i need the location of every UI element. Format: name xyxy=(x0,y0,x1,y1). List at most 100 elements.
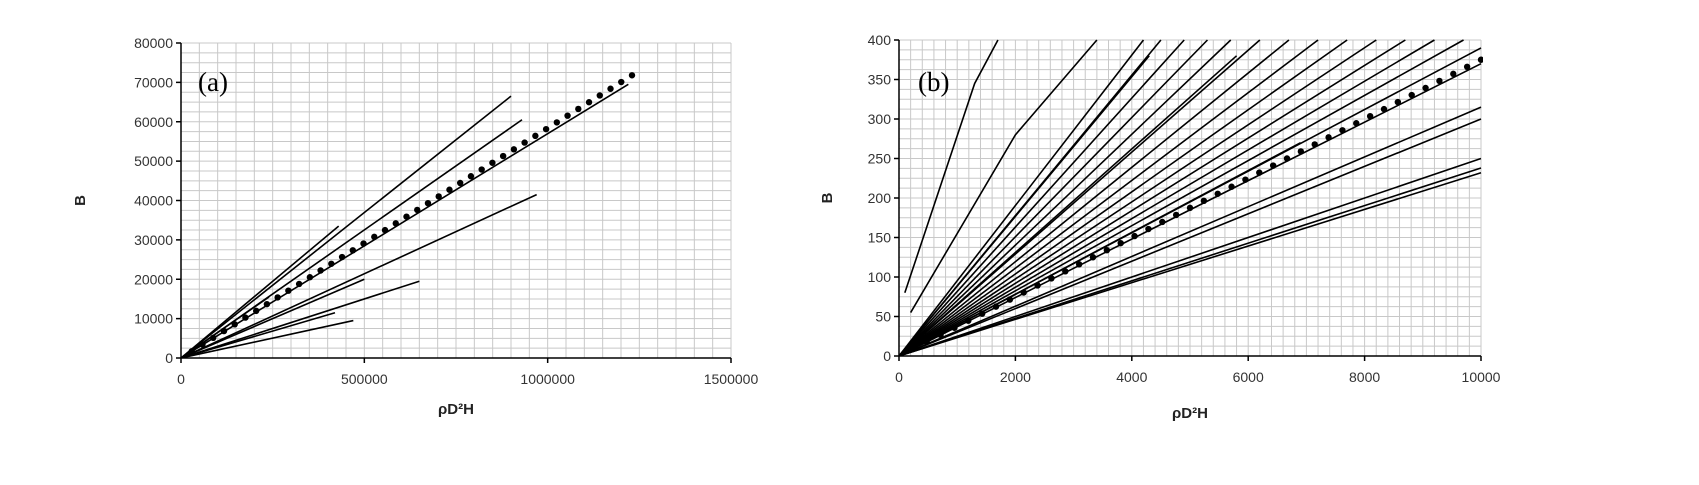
fitted-curve-point xyxy=(414,206,421,214)
fitted-curve-point xyxy=(1311,141,1318,148)
fitted-curve-point xyxy=(564,112,571,119)
y-tick-label: 350 xyxy=(868,72,892,88)
y-tick-label: 400 xyxy=(868,32,892,48)
y-tick-label: 50 xyxy=(875,309,891,325)
fitted-curve-point xyxy=(231,321,238,328)
series-line-5 xyxy=(899,39,1185,356)
fitted-curve-point xyxy=(596,92,603,99)
series-line-25 xyxy=(899,55,1238,356)
fitted-curve-point xyxy=(499,152,507,160)
fitted-curve-point xyxy=(435,193,442,200)
fitted-curve-point xyxy=(285,287,292,294)
fitted-curve-point xyxy=(489,159,496,166)
fitted-curve-point xyxy=(199,341,206,348)
fitted-curve-point xyxy=(1325,134,1332,141)
fitted-curve-point xyxy=(1269,162,1277,169)
x-tick-label: 500000 xyxy=(341,371,388,387)
series-line-8 xyxy=(181,280,420,358)
series-line-23 xyxy=(899,171,1482,356)
fitted-curve-point xyxy=(328,260,335,267)
series-line-9 xyxy=(899,39,1290,356)
series-line-14 xyxy=(899,39,1435,356)
fitted-curve-point xyxy=(381,226,389,234)
fitted-curve-point xyxy=(1228,183,1235,190)
fitted-curve-point xyxy=(510,146,518,153)
series-line-21 xyxy=(899,157,1482,356)
y-tick-label: 40000 xyxy=(134,193,173,209)
fitted-curve-point xyxy=(1394,98,1402,106)
fitted-curve-point xyxy=(338,253,346,261)
series-group xyxy=(181,72,636,358)
fitted-curve-point xyxy=(1450,70,1457,78)
y-tick-label: 80000 xyxy=(134,35,173,51)
series-line-15 xyxy=(899,39,1464,356)
y-tick-label: 100 xyxy=(868,269,892,285)
fitted-curve-point xyxy=(1353,120,1360,127)
fitted-curve-point xyxy=(978,310,986,317)
fitted-curve-point xyxy=(585,99,593,106)
x-tick-label: 1000000 xyxy=(520,371,575,387)
y-tick-label: 200 xyxy=(868,190,892,206)
y-tick-label: 50000 xyxy=(134,153,173,169)
series-line-5 xyxy=(181,193,538,358)
x-tick-label: 4000 xyxy=(1116,369,1147,385)
fitted-curve-point xyxy=(542,125,550,133)
x-tick-label: 10000 xyxy=(1462,369,1501,385)
fitted-curve-point xyxy=(1034,282,1041,289)
fitted-curve-point xyxy=(467,173,475,180)
fitted-curve-point xyxy=(607,85,614,92)
fitted-curve-point xyxy=(317,267,324,274)
series-line-12 xyxy=(899,39,1377,356)
chart-panel-a: 0 10000 20000 30000 40000 50000 60000 70000 8000… xyxy=(72,35,758,418)
fitted-curve-point xyxy=(553,119,561,126)
y-tick-label: 60000 xyxy=(134,114,173,130)
fitted-curve-point xyxy=(1020,289,1027,296)
x-tick-label: 2000 xyxy=(1000,369,1031,385)
fitted-curve-point xyxy=(992,303,1000,310)
fitted-curve-point xyxy=(1436,77,1443,85)
fitted-curve-point xyxy=(1366,112,1374,120)
fitted-curve-point xyxy=(1117,239,1124,247)
fitted-curve-point xyxy=(392,220,399,227)
fitted-curve-point xyxy=(1172,211,1180,219)
x-tick-label: 0 xyxy=(895,369,903,385)
series-line-13 xyxy=(899,39,1406,356)
y-tick-label: 70000 xyxy=(134,74,173,90)
series-line-1 xyxy=(904,39,999,294)
fitted-curve-point xyxy=(1048,275,1055,282)
fitted-curve-point xyxy=(1006,296,1014,303)
fitted-curve-point xyxy=(1242,176,1249,183)
fitted-curve-point xyxy=(1062,268,1069,275)
series-line-10 xyxy=(899,39,1319,356)
series-line-9 xyxy=(181,311,336,358)
fitted-curve-point xyxy=(1214,190,1221,197)
series-line-7 xyxy=(181,278,365,358)
x-tick-label: 6000 xyxy=(1233,369,1264,385)
fitted-curve-point xyxy=(1463,63,1471,71)
gridlines xyxy=(180,42,732,359)
x-axis-label: ρD²H xyxy=(438,401,474,418)
fitted-curve-point xyxy=(456,179,464,187)
y-tick-label: 150 xyxy=(868,230,892,246)
fitted-curve-point xyxy=(210,334,217,342)
fitted-curve-point xyxy=(403,213,410,220)
panel-label: (b) xyxy=(918,67,949,97)
y-tick-label: 10000 xyxy=(134,311,173,327)
fitted-curve-point xyxy=(532,132,539,140)
fitted-curve-point xyxy=(349,247,357,254)
series-line-20 xyxy=(899,118,1482,356)
fitted-curve-point xyxy=(360,240,367,247)
fitted-curve-point xyxy=(1186,204,1194,212)
fitted-curve-point xyxy=(188,348,195,355)
fitted-curve-point xyxy=(274,294,281,301)
fitted-curve-point xyxy=(521,139,528,146)
x-tick-label: 0 xyxy=(177,371,185,387)
fitted-curve-point xyxy=(1408,91,1415,99)
fitted-curve-point xyxy=(295,280,303,288)
series-group xyxy=(899,39,1483,356)
fitted-curve-point xyxy=(618,78,625,86)
fitted-curve-point xyxy=(1145,225,1152,233)
fitted-curve-point xyxy=(628,72,636,79)
series-line-18 xyxy=(899,141,1301,356)
